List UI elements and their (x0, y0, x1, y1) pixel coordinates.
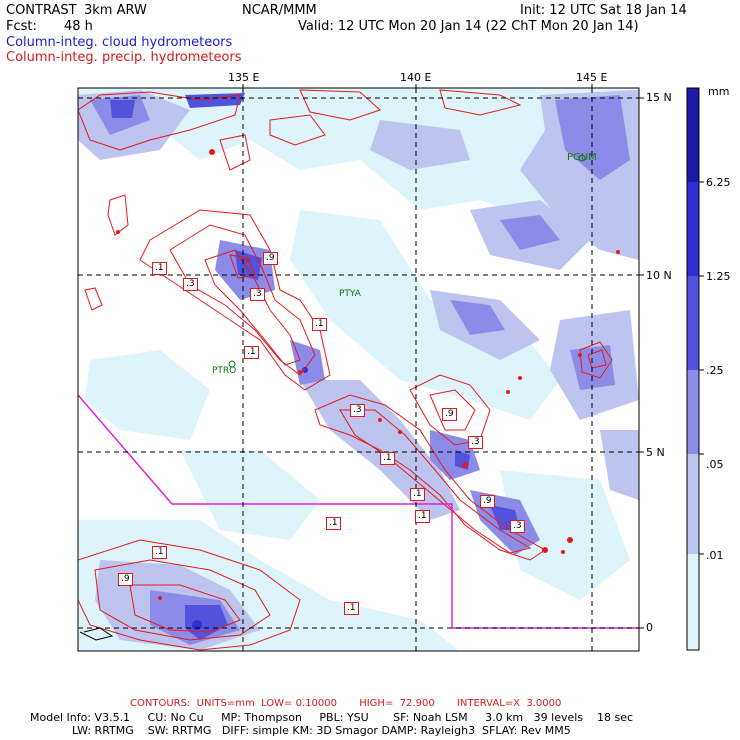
lat-lon-grid (78, 88, 639, 651)
contour-info: CONTOURS: UNITS=mm LOW= 0.10000 HIGH= 72… (130, 698, 562, 709)
lon-label-135e: 135 E (228, 71, 260, 84)
forecast-value: 48 h (64, 19, 93, 34)
coastline (79, 627, 114, 641)
axis-ticks (242, 84, 644, 629)
contour-label: .1 (344, 602, 359, 615)
station-markers (228, 154, 586, 368)
forecast-label: Fcst: (6, 19, 37, 34)
contour-label: .9 (263, 252, 278, 265)
colorbar (686, 87, 704, 651)
init-time: Init: 12 UTC Sat 18 Jan 14 (520, 3, 687, 18)
contour-label: .1 (380, 452, 395, 465)
contour-label: .1 (410, 488, 425, 501)
lon-label-140e: 140 E (400, 71, 432, 84)
contour-label: .9 (118, 573, 133, 586)
contour-label: .3 (183, 278, 198, 291)
contour-label: .1 (244, 346, 259, 359)
colorbar-label: .01 (706, 549, 724, 562)
contour-label: .3 (250, 288, 265, 301)
colorbar-label: 6.25 (706, 176, 731, 189)
colorbar-label: 1.25 (706, 270, 731, 283)
lat-label-15n: 15 N (646, 91, 672, 104)
contour-label: .3 (510, 520, 525, 533)
model-info-line-1: Model Info: V3.5.1 CU: No Cu MP: Thompso… (30, 711, 634, 724)
precip-contours (78, 89, 613, 651)
valid-time: Valid: 12 UTC Mon 20 Jan 14 (22 ChT Mon … (298, 19, 639, 34)
contour-label: .1 (152, 546, 167, 559)
contour-label: .3 (468, 436, 483, 449)
contour-label: .1 (152, 262, 167, 275)
contour-label: .1 (312, 318, 327, 331)
colorbar-label: .25 (706, 364, 724, 377)
product-title: CONTRAST (6, 3, 77, 18)
contour-label: .1 (326, 517, 341, 530)
cloud-shading (78, 88, 639, 651)
station-label-ptro: PTRO (212, 366, 237, 376)
cloud-hydrometeors-title: Column-integ. cloud hydrometeors (6, 35, 233, 50)
precip-hydrometeors-title: Column-integ. precip. hydrometeors (6, 50, 242, 65)
lat-label-10n: 10 N (646, 269, 672, 282)
contour-label: .3 (350, 404, 365, 417)
lat-label-0: 0 (646, 621, 653, 634)
model-info-line-2: LW: RRTMG SW: RRTMG DIFF: simple KM: 3D … (72, 724, 571, 737)
organization: NCAR/MMM (242, 3, 317, 18)
lat-label-5n: 5 N (646, 446, 665, 459)
lon-label-145e: 145 E (576, 71, 608, 84)
contour-label: .9 (480, 495, 495, 508)
station-label-pgum: PGUM (567, 152, 597, 163)
colorbar-label: .05 (706, 458, 724, 471)
model-name: 3km ARW (84, 3, 147, 18)
station-label-ptya: PTYA (339, 289, 361, 299)
map-frame (77, 87, 640, 652)
contour-label: .9 (442, 408, 457, 421)
contour-label: .1 (415, 510, 430, 523)
colorbar-unit: mm (708, 85, 730, 98)
